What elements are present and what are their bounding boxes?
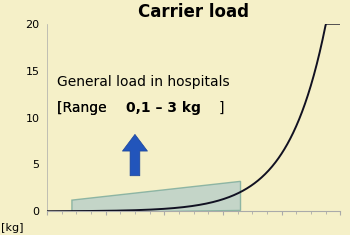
Text: 0,1 – 3 kg: 0,1 – 3 kg bbox=[126, 101, 201, 115]
Text: [Range: [Range bbox=[57, 101, 114, 115]
Text: General load in hospitals: General load in hospitals bbox=[57, 75, 230, 89]
Text: [kg]: [kg] bbox=[1, 223, 23, 233]
Polygon shape bbox=[72, 181, 240, 213]
Title: Carrier load: Carrier load bbox=[138, 3, 249, 21]
Text: ]: ] bbox=[218, 101, 224, 115]
Text: [Range: [Range bbox=[57, 101, 111, 115]
